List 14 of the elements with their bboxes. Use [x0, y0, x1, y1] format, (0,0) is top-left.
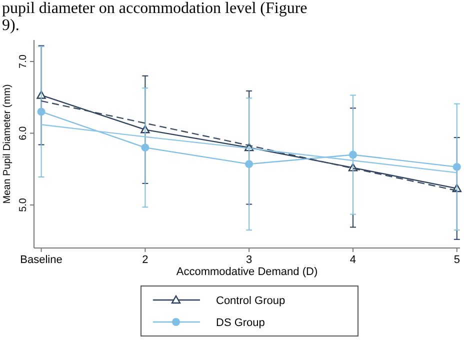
x-axis-title: Accommodative Demand (D) [176, 266, 318, 278]
legend-label: DS Group [216, 317, 265, 329]
y-axis-title: Mean Pupil Diameter (mm) [2, 84, 13, 204]
legend-label: Control Group [216, 295, 286, 307]
x-tick-label: 3 [246, 254, 252, 266]
text: 9). [2, 17, 20, 34]
x-tick-label: Baseline [20, 254, 62, 266]
y-tick-label: 5.0 [18, 198, 29, 212]
y-tick-label: 6.0 [18, 126, 29, 140]
x-tick-label: 5 [454, 254, 460, 266]
x-tick-label: 4 [350, 254, 356, 266]
x-tick-label: 2 [142, 254, 148, 266]
y-tick-label: 7.0 [18, 54, 29, 68]
text: pupil diameter on accommodation level (Figure [2, 0, 308, 17]
